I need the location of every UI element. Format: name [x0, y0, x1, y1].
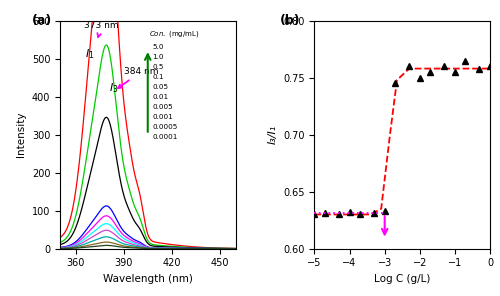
Text: $Con.$ (mg/mL): $Con.$ (mg/mL): [150, 29, 200, 39]
Text: $I_3$: $I_3$: [108, 81, 118, 95]
Text: 0.5: 0.5: [152, 64, 164, 70]
X-axis label: Wavelength (nm): Wavelength (nm): [103, 274, 192, 284]
Y-axis label: Intensity: Intensity: [16, 112, 26, 157]
Text: 1.0: 1.0: [152, 54, 164, 60]
Text: 0.005: 0.005: [152, 104, 174, 110]
Text: (a): (a): [32, 14, 52, 27]
Text: 0.0005: 0.0005: [152, 124, 178, 130]
Text: 5.0: 5.0: [152, 44, 164, 50]
Text: 0.01: 0.01: [152, 94, 168, 100]
Text: 384 nm: 384 nm: [118, 67, 158, 88]
Text: (b): (b): [280, 14, 300, 27]
Text: 0.1: 0.1: [152, 74, 164, 80]
Y-axis label: I₃/I₁: I₃/I₁: [268, 125, 278, 144]
X-axis label: Log C (g/L): Log C (g/L): [374, 274, 430, 284]
Text: 373 nm: 373 nm: [84, 21, 119, 37]
Text: 0.001: 0.001: [152, 114, 174, 120]
Text: 0.0001: 0.0001: [152, 133, 178, 140]
Text: 0.05: 0.05: [152, 84, 168, 90]
Text: $I_1$: $I_1$: [84, 47, 94, 61]
